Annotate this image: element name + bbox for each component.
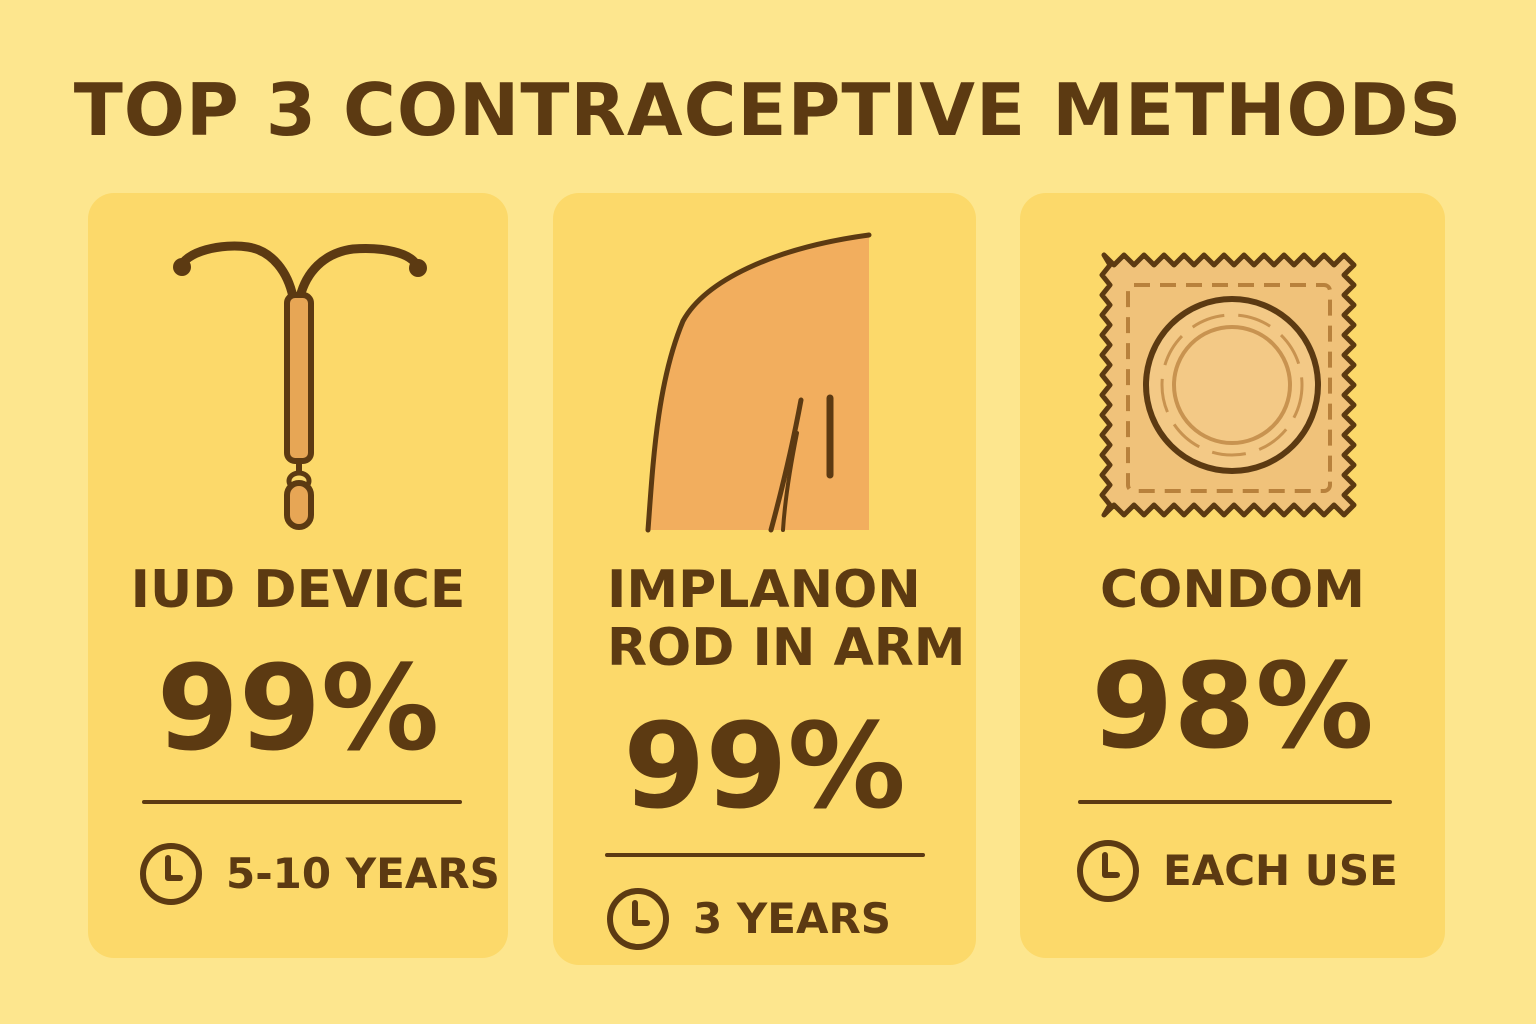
- divider: [142, 800, 462, 804]
- method-card-condom: CONDOM 98% EACH USE: [1020, 193, 1445, 958]
- clock-icon: [1077, 840, 1139, 902]
- divider: [605, 853, 925, 857]
- divider: [1078, 800, 1392, 804]
- effectiveness-value: 99%: [156, 639, 440, 777]
- duration-label: 5-10 YEARS: [226, 849, 500, 898]
- method-name-line-1: IMPLANON: [607, 560, 921, 620]
- duration-label: EACH USE: [1163, 846, 1398, 895]
- clock-icon: [140, 843, 202, 905]
- page-title: TOP 3 CONTRACEPTIVE METHODS: [73, 68, 1463, 152]
- duration-row: 5-10 YEARS: [138, 841, 500, 907]
- method-card-iud: IUD DEVICE 99% 5-10 YEARS: [88, 193, 508, 958]
- method-name: IUD DEVICE: [130, 560, 466, 620]
- duration-row: 3 YEARS: [605, 886, 891, 952]
- duration-row: EACH USE: [1075, 838, 1398, 904]
- condom-package-icon: [1099, 252, 1357, 518]
- method-name-line-2: ROD IN ARM: [607, 618, 966, 679]
- arm-implant-icon: [645, 232, 872, 533]
- clock-icon: [607, 888, 669, 950]
- method-name: IMPLANON ROD IN ARM: [607, 560, 966, 679]
- duration-label: 3 YEARS: [693, 894, 892, 943]
- iud-device-icon: [173, 241, 427, 530]
- method-name: CONDOM: [1099, 560, 1365, 620]
- effectiveness-value: 99%: [623, 697, 906, 835]
- effectiveness-value: 98%: [1091, 637, 1374, 775]
- method-card-implanon: IMPLANON ROD IN ARM 99% 3 YEARS: [553, 193, 976, 965]
